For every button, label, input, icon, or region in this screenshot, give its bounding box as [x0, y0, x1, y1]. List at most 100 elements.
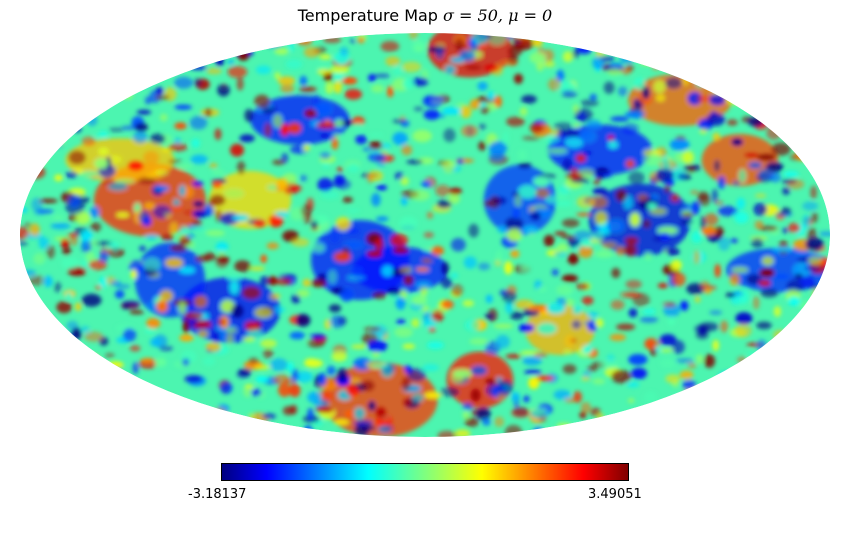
- texture-speckle: [449, 187, 462, 195]
- texture-speckle: [168, 159, 183, 164]
- texture-speckle: [215, 42, 225, 51]
- texture-speckle: [450, 57, 465, 63]
- texture-speckle: [146, 317, 161, 329]
- texture-speckle: [110, 77, 127, 89]
- texture-speckle: [543, 234, 555, 247]
- texture-speckle: [779, 104, 787, 116]
- texture-speckle: [510, 391, 521, 402]
- texture-speckle: [178, 237, 192, 246]
- texture-speckle: [657, 226, 678, 235]
- texture-speckle: [744, 153, 759, 158]
- texture-speckle: [569, 426, 583, 437]
- texture-speckle: [615, 246, 626, 256]
- texture-speckle: [42, 346, 57, 352]
- texture-speckle: [214, 128, 222, 141]
- texture-speckle: [376, 161, 386, 168]
- texture-speckle: [603, 81, 615, 94]
- texture-speckle: [111, 387, 120, 402]
- texture-speckle: [811, 212, 819, 223]
- texture-speckle: [514, 194, 522, 207]
- texture-speckle: [739, 60, 759, 72]
- texture-speckle: [230, 143, 244, 157]
- texture-speckle: [506, 228, 522, 242]
- texture-speckle: [444, 64, 456, 75]
- texture-speckle: [84, 353, 100, 364]
- texture-speckle: [788, 223, 801, 233]
- texture-speckle: [262, 413, 277, 420]
- texture-speckle: [561, 90, 577, 98]
- texture-speckle: [708, 51, 720, 59]
- texture-speckle: [130, 269, 137, 279]
- texture-speckle: [494, 95, 503, 108]
- texture-speckle: [102, 400, 117, 414]
- texture-speckle: [714, 226, 724, 238]
- texture-speckle: [31, 399, 49, 406]
- texture-speckle: [698, 322, 719, 332]
- texture-speckle: [211, 170, 225, 175]
- colorbar-gradient: [222, 464, 628, 480]
- texture-speckle: [144, 405, 155, 413]
- texture-speckle: [350, 266, 363, 275]
- texture-speckle: [789, 406, 801, 419]
- texture-speckle: [26, 165, 46, 179]
- texture-speckle: [174, 122, 187, 130]
- texture-speckle: [36, 209, 54, 214]
- texture-speckle: [421, 258, 433, 264]
- texture-speckle: [404, 365, 411, 371]
- texture-speckle: [244, 108, 254, 122]
- texture-speckle: [81, 136, 96, 146]
- texture-speckle: [505, 354, 522, 359]
- texture-speckle: [70, 362, 91, 375]
- texture-speckle: [774, 212, 793, 217]
- texture-speckle: [339, 288, 354, 302]
- texture-speckle: [764, 40, 773, 55]
- texture-speckle: [190, 154, 208, 164]
- texture-speckle: [107, 361, 124, 369]
- texture-speckle: [244, 384, 255, 389]
- texture-speckle: [283, 33, 299, 43]
- texture-speckle: [411, 295, 428, 306]
- texture-speckle: [424, 392, 442, 399]
- texture-speckle: [129, 345, 141, 352]
- texture-speckle: [517, 149, 528, 161]
- texture-speckle: [487, 33, 507, 45]
- texture-speckle: [534, 352, 548, 358]
- texture-speckle: [367, 339, 388, 353]
- texture-speckle: [291, 368, 299, 383]
- texture-speckle: [344, 88, 363, 100]
- texture-speckle: [117, 60, 135, 67]
- texture-speckle: [595, 318, 604, 328]
- texture-speckle: [201, 33, 221, 39]
- texture-speckle: [714, 54, 722, 69]
- texture-speckle: [85, 407, 95, 419]
- texture-speckle: [81, 394, 88, 404]
- texture-speckle: [220, 382, 233, 394]
- texture-speckle: [442, 159, 455, 173]
- texture-speckle: [805, 86, 822, 99]
- texture-speckle: [510, 249, 520, 258]
- texture-speckle: [802, 214, 811, 228]
- texture-speckle: [224, 188, 245, 199]
- texture-speckle: [75, 302, 82, 312]
- texture-speckle: [89, 391, 99, 401]
- texture-speckle: [659, 232, 671, 242]
- texture-speckle: [737, 393, 750, 401]
- texture-speckle: [523, 395, 530, 403]
- texture-speckle: [109, 379, 120, 387]
- texture-speckle: [80, 229, 93, 242]
- colorbar: [221, 463, 629, 481]
- texture-speckle: [20, 360, 28, 370]
- texture-speckle: [370, 364, 389, 369]
- texture-speckle: [211, 180, 223, 189]
- texture-speckle: [582, 345, 593, 354]
- texture-speckle: [696, 95, 710, 103]
- map-field: [20, 33, 830, 437]
- texture-speckle: [734, 323, 752, 338]
- texture-speckle: [519, 107, 528, 116]
- texture-speckle: [697, 194, 711, 206]
- texture-speckle: [412, 129, 433, 143]
- texture-speckle: [29, 350, 40, 364]
- texture-speckle: [272, 159, 285, 166]
- texture-speckle: [675, 358, 695, 363]
- texture-speckle: [238, 368, 252, 376]
